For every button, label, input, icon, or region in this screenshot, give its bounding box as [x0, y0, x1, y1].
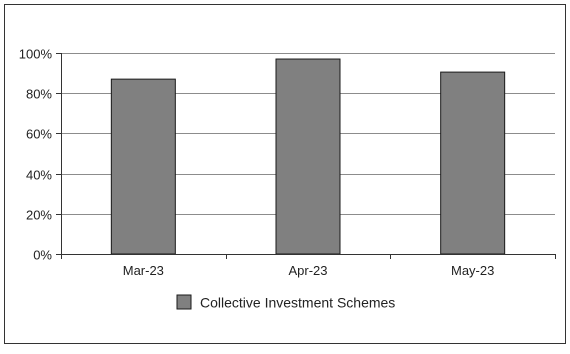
tick-labels: 0% 20% 40% 60% 80% 100% Mar-23 Apr-23 May-23: [19, 47, 495, 279]
y-tick-label: 60%: [26, 127, 52, 142]
bar-may-23: [440, 71, 506, 255]
y-tick-label: 80%: [26, 87, 52, 102]
bars: [110, 58, 506, 255]
y-tick-label: 20%: [26, 208, 52, 223]
x-tick-label: Mar-23: [123, 263, 164, 278]
x-tick-label: Apr-23: [288, 263, 327, 278]
axes: [56, 53, 556, 259]
y-tick-label: 100%: [19, 47, 53, 62]
legend-swatch: [176, 294, 192, 310]
y-tick-label: 40%: [26, 168, 52, 183]
x-tick-label: May-23: [451, 263, 494, 278]
bar-mar-23: [110, 78, 176, 255]
legend-label-collective-investment-schemes: Collective Investment Schemes: [200, 295, 395, 311]
bar-apr-23: [275, 58, 341, 255]
y-tick-label: 0%: [33, 248, 52, 263]
legend: Collective Investment Schemes: [176, 294, 395, 311]
